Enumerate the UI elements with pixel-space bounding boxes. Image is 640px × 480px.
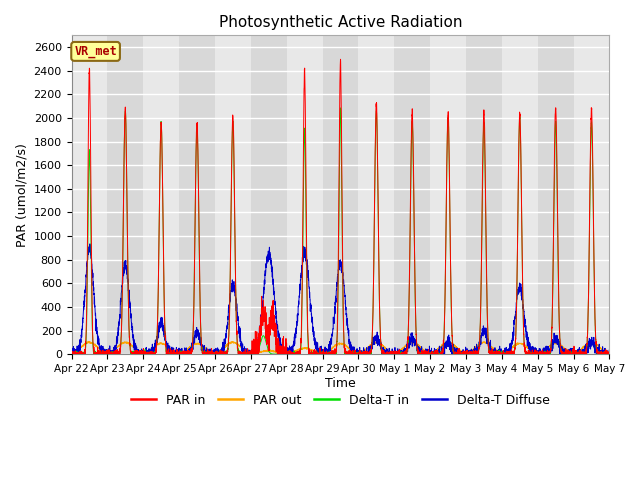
Title: Photosynthetic Active Radiation: Photosynthetic Active Radiation (219, 15, 462, 30)
Bar (179, 36, 215, 354)
Bar (251, 36, 287, 354)
Bar (466, 36, 502, 354)
X-axis label: Time: Time (325, 377, 356, 390)
Bar (323, 36, 358, 354)
Y-axis label: PAR (umol/m2/s): PAR (umol/m2/s) (15, 143, 28, 247)
Text: VR_met: VR_met (74, 45, 117, 58)
Legend: PAR in, PAR out, Delta-T in, Delta-T Diffuse: PAR in, PAR out, Delta-T in, Delta-T Dif… (126, 389, 554, 412)
Bar (108, 36, 143, 354)
Bar (538, 36, 573, 354)
Bar (394, 36, 430, 354)
